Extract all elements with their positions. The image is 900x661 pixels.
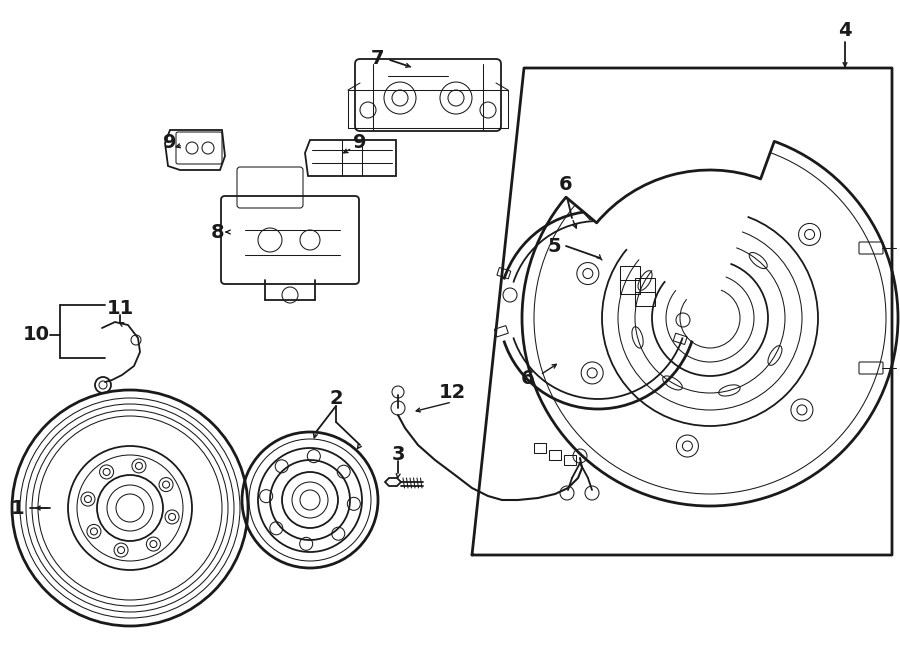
Bar [564, 455, 576, 465]
Text: 12: 12 [438, 383, 465, 403]
Text: 8: 8 [212, 223, 225, 241]
Bar [549, 450, 561, 460]
Bar [497, 268, 511, 279]
Text: 4: 4 [838, 20, 851, 40]
Text: 1: 1 [11, 498, 25, 518]
Bar [676, 275, 689, 286]
Text: 7: 7 [371, 48, 385, 67]
Text: 11: 11 [106, 299, 133, 317]
Text: 6: 6 [559, 176, 572, 194]
Text: 10: 10 [22, 325, 50, 344]
Bar [635, 278, 655, 306]
Text: 6: 6 [521, 368, 535, 387]
Text: 9: 9 [353, 132, 367, 151]
Bar [620, 266, 640, 294]
Bar [534, 443, 546, 453]
Bar [494, 326, 508, 337]
Bar [673, 333, 687, 344]
Text: 5: 5 [547, 237, 561, 256]
Text: 9: 9 [163, 134, 176, 153]
Wedge shape [562, 125, 776, 318]
Text: 3: 3 [392, 444, 405, 463]
Text: 2: 2 [329, 389, 343, 407]
